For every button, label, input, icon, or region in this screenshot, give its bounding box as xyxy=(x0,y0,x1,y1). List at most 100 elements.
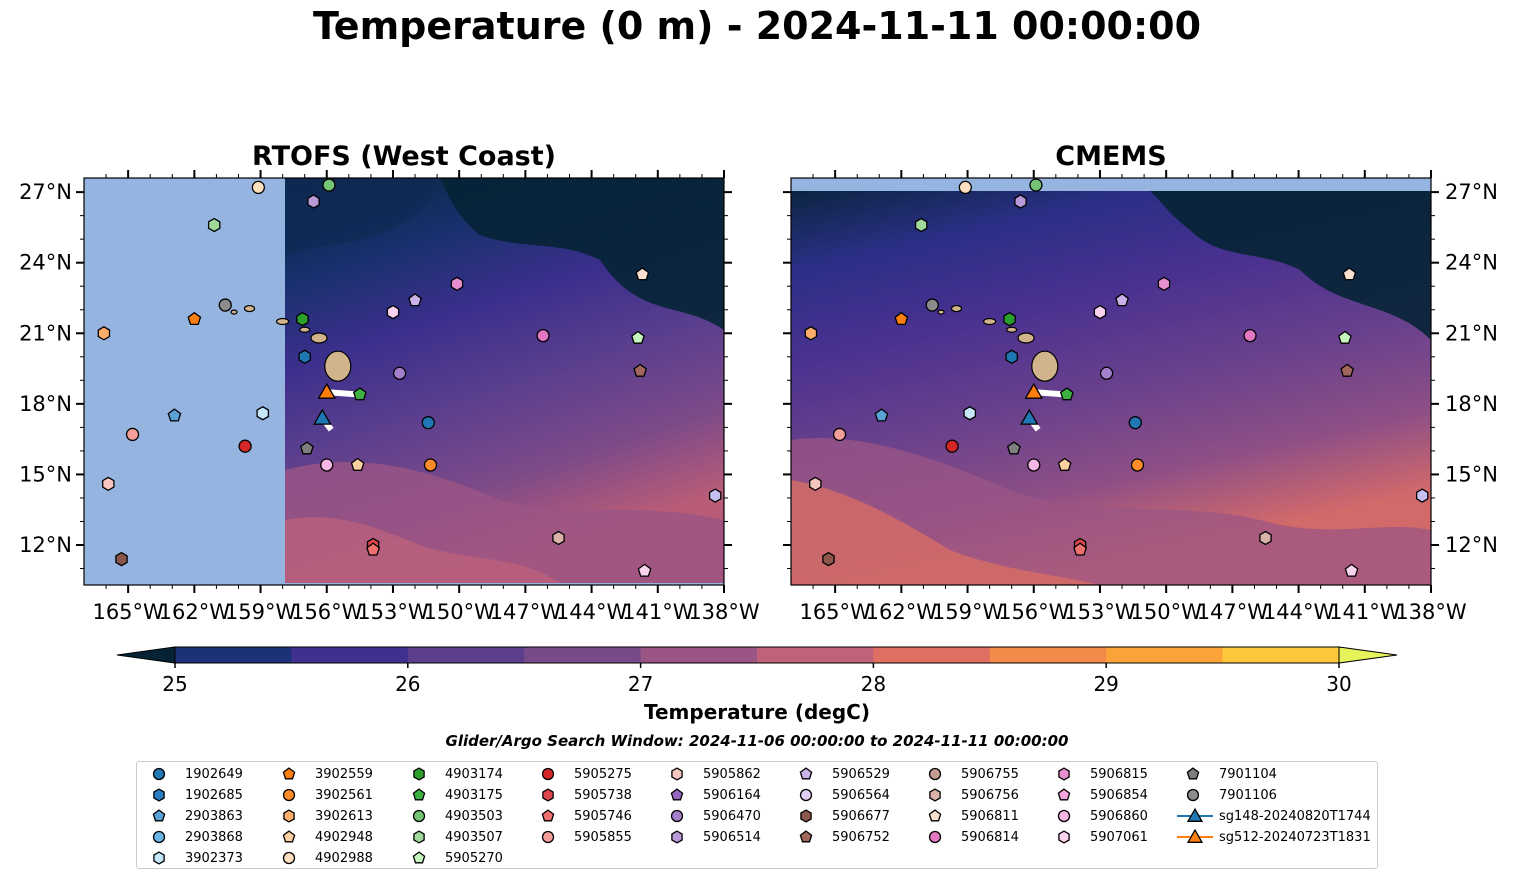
figure-title: Temperature (0 m) - 2024-11-11 00:00:00 xyxy=(312,4,1202,48)
x-tick-label: 147°W xyxy=(1197,600,1269,624)
float-marker xyxy=(1099,366,1114,380)
float-legend-icon xyxy=(799,767,813,780)
legend-marker xyxy=(1057,788,1071,801)
island-shape xyxy=(276,317,290,326)
y-tick-label: 15°N xyxy=(1445,462,1498,486)
search-window-caption: Glider/Argo Search Window: 2024-11-06 00… xyxy=(445,732,1069,750)
float-marker xyxy=(350,457,365,471)
legend-item: sg512-20240723T1831 xyxy=(1175,827,1371,847)
legend-item: 7901104 xyxy=(1175,764,1277,784)
float-legend-icon xyxy=(1186,788,1200,802)
island-shape xyxy=(1006,326,1018,333)
float-legend-icon xyxy=(152,830,166,844)
float-marker xyxy=(238,439,252,453)
float-marker xyxy=(320,458,334,472)
panel-title-cmems: CMEMS xyxy=(1055,141,1167,172)
legend-marker xyxy=(283,809,295,823)
float-marker xyxy=(1115,293,1129,307)
float-legend-icon xyxy=(152,767,166,781)
y-tick-label: 12°N xyxy=(19,533,72,557)
legend-marker xyxy=(928,767,942,781)
float-marker xyxy=(167,408,182,422)
y-tick-label: 18°N xyxy=(1445,392,1498,416)
float-marker xyxy=(536,328,550,343)
legend-item: 5906755 xyxy=(917,764,1019,784)
float-legend-icon xyxy=(671,830,683,844)
colorbar-tick-label: 27 xyxy=(627,672,654,696)
float-legend-icon xyxy=(670,809,684,823)
legend-label: 4903174 xyxy=(445,766,503,782)
legend-item: 5906815 xyxy=(1046,764,1148,784)
float-marker xyxy=(187,311,202,326)
colorbar-segment xyxy=(175,647,292,663)
island-shape xyxy=(310,332,328,344)
legend-item: 3902373 xyxy=(141,848,243,868)
colorbar-tick-label: 30 xyxy=(1326,672,1352,696)
y-tick-label: 15°N xyxy=(19,462,72,486)
island-shape xyxy=(983,317,997,326)
legend-marker xyxy=(542,788,554,802)
legend-label: 2903863 xyxy=(185,808,243,824)
legend-label: 5906677 xyxy=(832,808,890,824)
float-marker xyxy=(408,293,422,307)
float-legend-icon xyxy=(1058,830,1070,844)
float-marker xyxy=(392,366,407,380)
colorbar-segment xyxy=(1222,647,1340,663)
island-shape xyxy=(1031,350,1059,382)
legend-label: 5905275 xyxy=(574,766,632,782)
legend-label: 5906755 xyxy=(961,766,1019,782)
legend-marker xyxy=(928,809,942,822)
legend-marker xyxy=(1057,809,1071,823)
legend-item: 4903174 xyxy=(401,764,503,784)
float-marker xyxy=(125,427,140,442)
island-shape xyxy=(937,309,945,315)
legend-item: 5906470 xyxy=(659,806,761,826)
x-tick-label: 147°W xyxy=(490,600,562,624)
legend-item: 1902649 xyxy=(141,764,243,784)
x-tick-label: 162°W xyxy=(159,600,231,624)
float-marker xyxy=(296,311,309,327)
legend-marker xyxy=(153,851,165,865)
legend-label: 5906564 xyxy=(832,787,890,803)
legend-marker xyxy=(1058,830,1070,844)
legend-item: 5907061 xyxy=(1046,827,1148,847)
colorbar-segment xyxy=(640,647,758,663)
legend-label: 3902373 xyxy=(185,850,243,866)
legend-marker xyxy=(412,809,426,823)
cmems-field xyxy=(791,178,1431,585)
x-tick-label: 144°W xyxy=(556,600,628,624)
float-legend-icon xyxy=(1057,809,1071,823)
legend-item: 5906752 xyxy=(788,827,890,847)
legend-item: 1902685 xyxy=(141,785,243,805)
colorbar-tick-label: 29 xyxy=(1093,672,1119,696)
glider-marker xyxy=(317,382,337,399)
legend-label: 5906756 xyxy=(961,787,1019,803)
float-marker xyxy=(1259,530,1272,546)
float-marker xyxy=(1342,267,1357,281)
island-shape xyxy=(324,350,352,382)
legend-item: 5906677 xyxy=(788,806,890,826)
glider-legend-icon xyxy=(1177,807,1213,822)
float-marker xyxy=(386,304,400,320)
legend-marker xyxy=(1186,788,1200,802)
colorbar-tick-label: 26 xyxy=(395,672,421,696)
float-legend-icon xyxy=(1058,767,1070,781)
float-marker xyxy=(832,427,847,442)
legend-item: 5906860 xyxy=(1046,806,1148,826)
legend-label: sg512-20240723T1831 xyxy=(1219,829,1371,845)
colorbar-segment xyxy=(407,647,525,663)
float-marker xyxy=(1340,363,1355,377)
float-marker xyxy=(97,326,111,341)
float-legend-icon xyxy=(153,788,165,802)
float-legend-icon xyxy=(670,788,684,801)
y-tick-label: 12°N xyxy=(1445,533,1498,557)
colorbar-tick-label: 25 xyxy=(162,672,188,696)
legend-item: 5905855 xyxy=(530,827,632,847)
legend-label: 5906860 xyxy=(1090,808,1148,824)
legend-marker xyxy=(541,830,555,844)
y-tick-label: 24°N xyxy=(19,251,72,275)
legend-item: sg148-20240820T1744 xyxy=(1175,806,1371,826)
x-tick-label: 165°W xyxy=(92,600,164,624)
float-marker xyxy=(1338,330,1352,344)
